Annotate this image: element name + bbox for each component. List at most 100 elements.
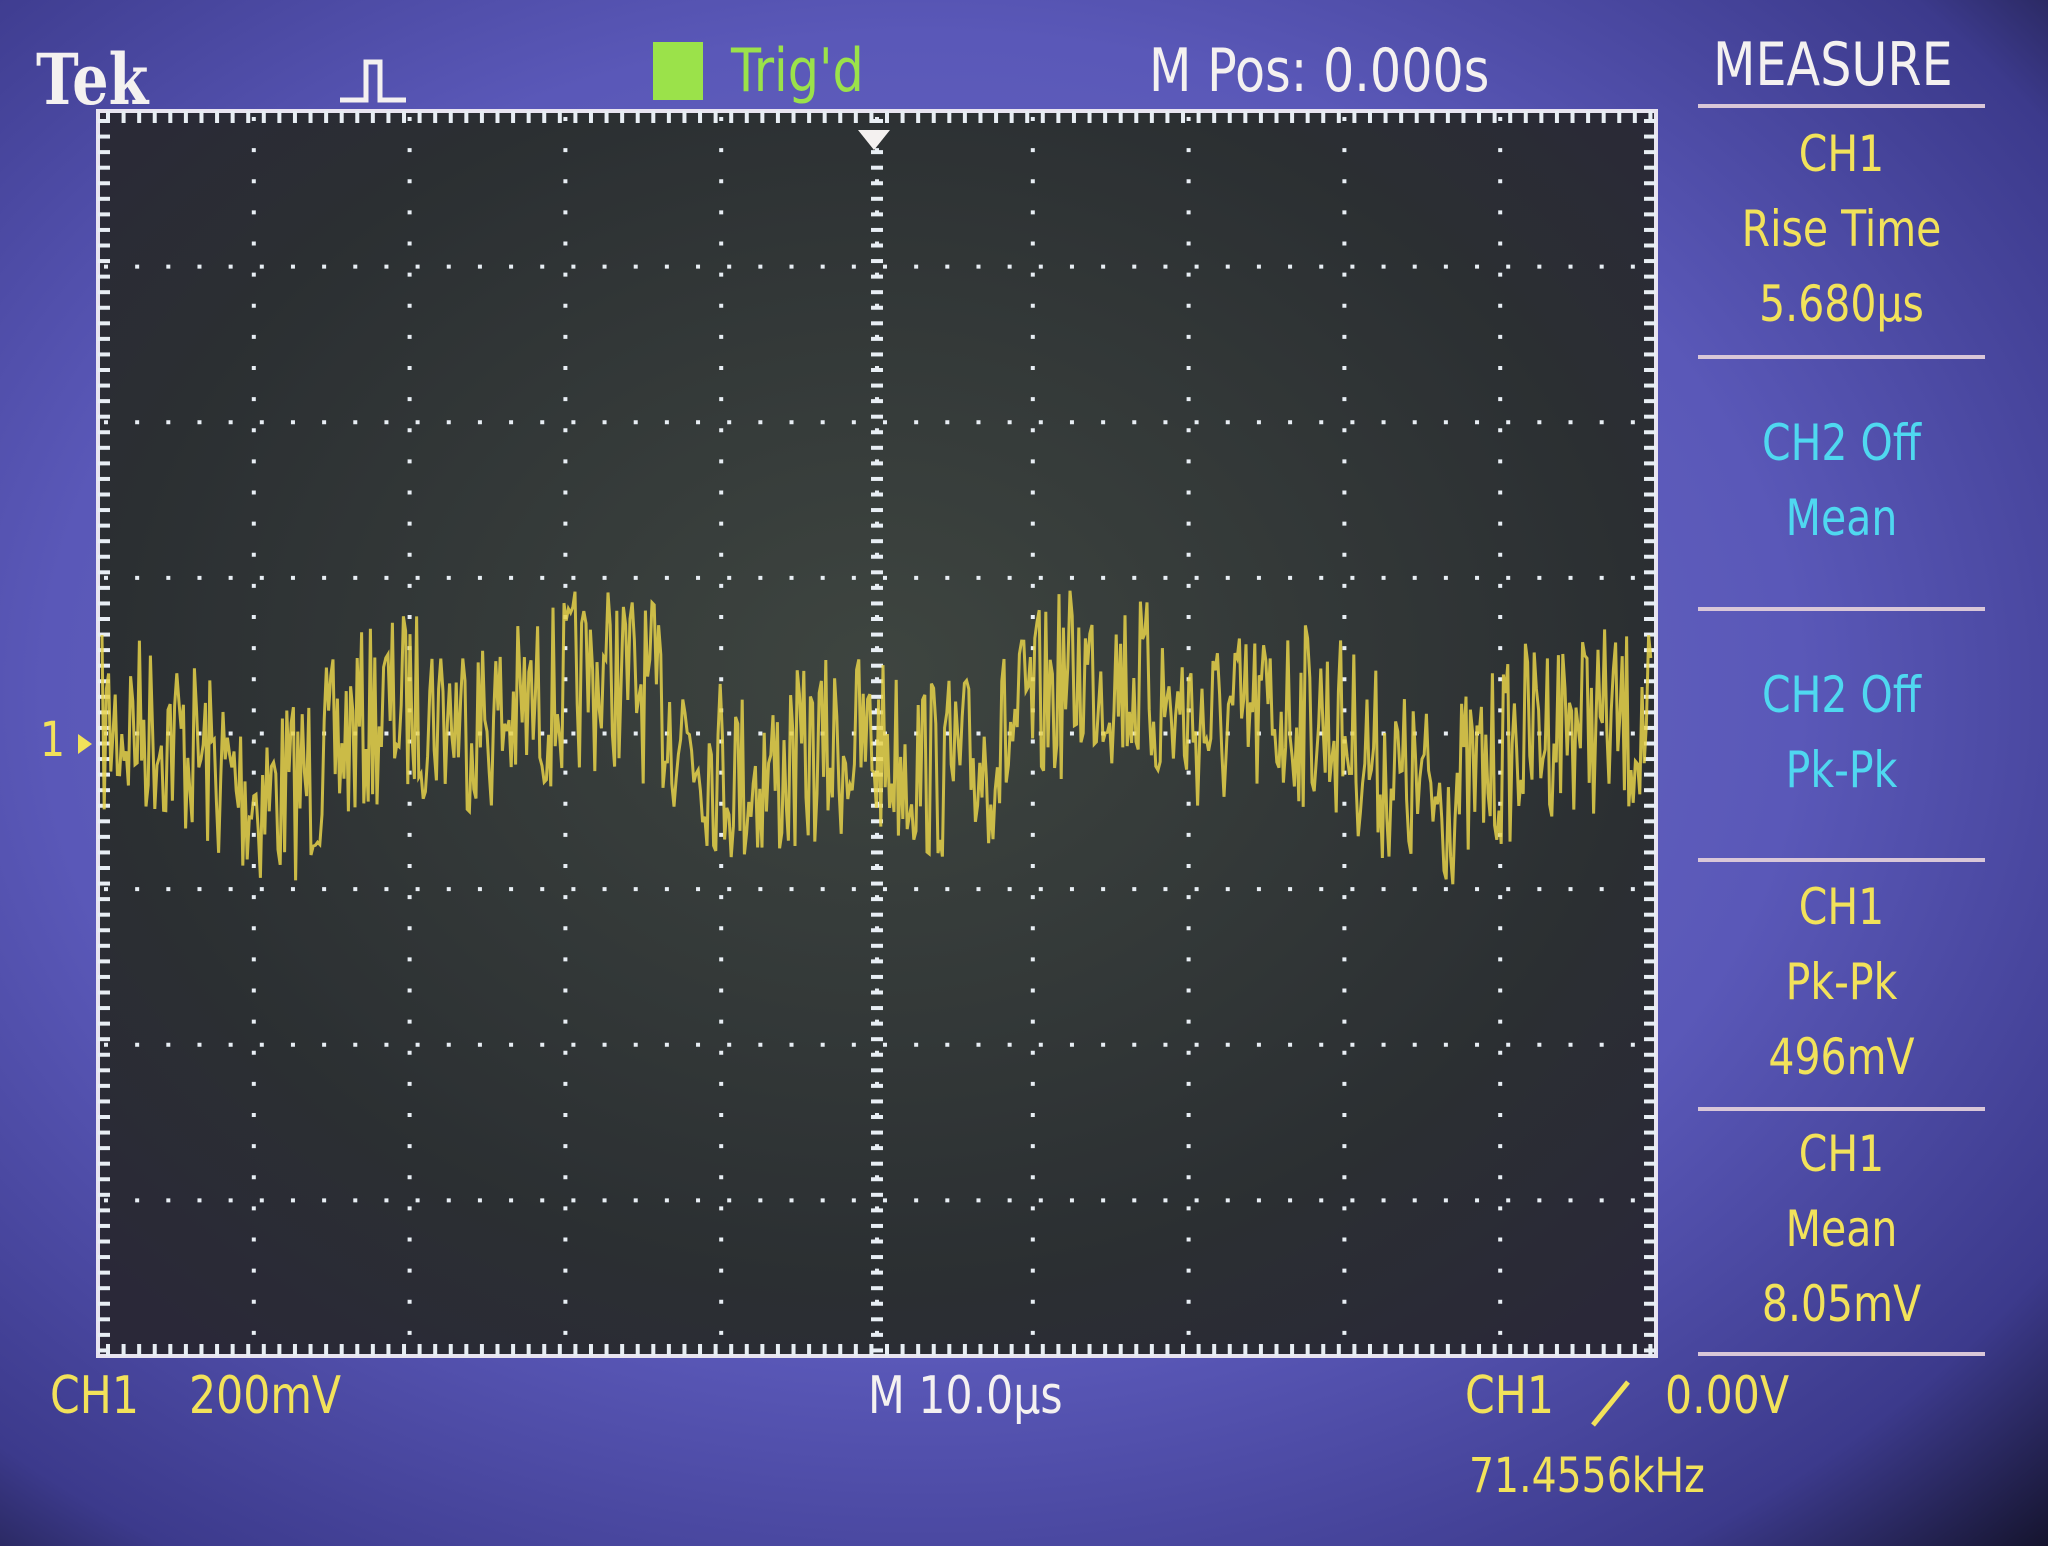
- grid-dot: [1342, 241, 1347, 246]
- grid-dot: [1644, 399, 1656, 404]
- channel: CH1: [50, 1366, 139, 1426]
- grid-dot: [871, 585, 883, 590]
- grid-dot: [407, 801, 412, 806]
- grid-dot: [1030, 552, 1035, 557]
- grid-dot: [1644, 1068, 1656, 1073]
- grid-dot: [509, 264, 514, 269]
- grid-dot: [871, 1130, 883, 1135]
- grid-dot: [1342, 1206, 1347, 1211]
- grid-dot: [526, 111, 531, 123]
- grid-dot: [633, 575, 638, 580]
- measurement[interactable]: CH1 Rise Time 5.680µs: [1698, 117, 1985, 342]
- grid-dot: [1352, 1344, 1357, 1356]
- grid-dot: [98, 819, 110, 824]
- grid-dot: [251, 988, 256, 993]
- grid-dot: [1644, 1006, 1656, 1011]
- grid-dot: [1290, 1344, 1295, 1356]
- grid-dot: [871, 523, 883, 528]
- grid-dot: [407, 1019, 412, 1024]
- grid-dot: [1342, 832, 1347, 837]
- grid-dot: [563, 677, 568, 682]
- grid-dot: [871, 663, 883, 668]
- grid-dot: [98, 399, 110, 404]
- grid-dot: [511, 111, 516, 123]
- grid-dot: [602, 1042, 607, 1047]
- grid-dot: [1412, 887, 1417, 892]
- measurement-line: 496mV: [1768, 1028, 1915, 1086]
- grid-dot: [251, 366, 256, 370]
- grid-dot: [871, 1301, 883, 1306]
- grid-dot: [415, 887, 420, 892]
- grid-dot: [1305, 1344, 1310, 1356]
- grid-dot: [509, 420, 514, 425]
- grid-dot: [1506, 264, 1511, 269]
- grid-dot: [98, 119, 110, 123]
- grid-dot: [433, 111, 438, 123]
- grid-dot: [1381, 887, 1386, 892]
- measurement[interactable]: CH2 Off Mean: [1698, 406, 1985, 556]
- grid-dot: [1186, 179, 1191, 184]
- grid-dot: [290, 575, 295, 580]
- grid-dot: [698, 111, 703, 123]
- grid-dot: [98, 897, 110, 902]
- grid-dot: [1118, 111, 1123, 123]
- grid-dot: [563, 926, 568, 931]
- grid-dot: [251, 677, 256, 682]
- grid-dot: [1644, 617, 1656, 621]
- grid-dot: [563, 490, 568, 495]
- brand: Tek: [36, 38, 149, 121]
- grid-dot: [1554, 1344, 1559, 1356]
- grid-dot: [152, 111, 157, 123]
- grid-dot: [1030, 1050, 1035, 1055]
- grid-dot: [758, 264, 763, 269]
- grid-dot: [1498, 303, 1503, 308]
- grid-dot: [98, 1177, 110, 1182]
- grid-dot: [1498, 490, 1503, 495]
- grid-dot: [1644, 1161, 1656, 1166]
- grid-dot: [853, 111, 858, 123]
- grid-dot: [719, 397, 724, 402]
- grid-dot: [1443, 264, 1448, 269]
- grid-dot: [1342, 988, 1347, 993]
- grid-dot: [98, 1146, 110, 1151]
- grid-dot: [719, 895, 724, 900]
- grid-dot: [698, 1344, 703, 1356]
- grid-dot: [1030, 303, 1035, 308]
- grid-dot: [251, 1237, 256, 1242]
- grid-dot: [1288, 264, 1293, 269]
- grid-dot: [1101, 1198, 1106, 1203]
- grid-dot: [1617, 111, 1622, 123]
- grid-dot: [871, 1208, 883, 1213]
- measurement[interactable]: CH1 Pk-Pk 496mV: [1698, 870, 1985, 1095]
- measurement[interactable]: CH2 Off Pk-Pk: [1698, 658, 1985, 808]
- grid-dot: [308, 1344, 313, 1356]
- grid-dot: [228, 575, 233, 580]
- grid-dot: [1030, 1268, 1035, 1273]
- grid-dot: [251, 1268, 256, 1273]
- grid-dot: [166, 420, 171, 425]
- trigger-source: CH1: [1465, 1366, 1554, 1426]
- grid-dot: [1570, 111, 1575, 123]
- grid-dot: [1644, 679, 1656, 684]
- grid-dot: [719, 148, 724, 153]
- grid-dot: [407, 272, 412, 277]
- grid-dot: [407, 1237, 412, 1242]
- grid-dot: [152, 1344, 157, 1356]
- grid-dot: [495, 111, 500, 123]
- grid-dot: [1165, 1344, 1170, 1356]
- grid-dot: [871, 1115, 883, 1119]
- grid-dot: [1186, 117, 1191, 121]
- grid-dot: [98, 585, 110, 590]
- grid-dot: [104, 575, 108, 580]
- grid-dot: [1186, 397, 1191, 402]
- grid-dot: [563, 1081, 568, 1086]
- grid-dot: [407, 1175, 412, 1180]
- grid-dot: [477, 887, 482, 892]
- grid-dot: [719, 272, 724, 277]
- grid-dot: [1186, 988, 1191, 993]
- grid-dot: [197, 1042, 202, 1047]
- measurement[interactable]: CH1 Mean 8.05mV: [1698, 1117, 1985, 1342]
- grid-dot: [1030, 148, 1035, 153]
- grid-dot: [1071, 111, 1076, 123]
- grid-dot: [259, 264, 264, 269]
